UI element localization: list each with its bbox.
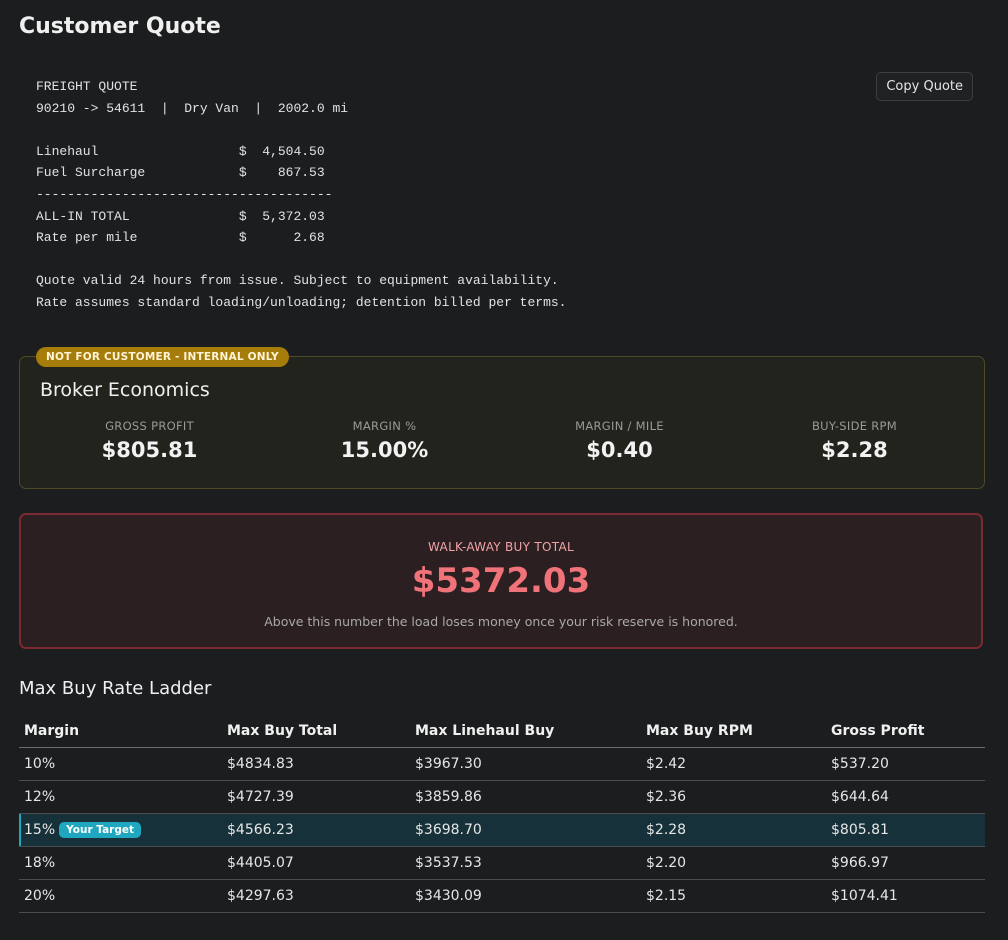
cell-max-buy-rpm: $2.42: [641, 747, 826, 781]
table-row: 10% $4834.83 $3967.30 $2.42 $537.20: [19, 747, 985, 781]
cell-max-buy-total: $4566.23: [222, 813, 410, 847]
cell-max-buy-rpm: $2.36: [641, 780, 826, 814]
metric-label: BUY-SIDE RPM: [811, 419, 898, 433]
walkaway-panel: WALK-AWAY BUY TOTAL $5372.03 Above this …: [19, 513, 983, 649]
header-max-buy-total: Max Buy Total: [222, 715, 410, 748]
metric-label: GROSS PROFIT: [105, 419, 194, 433]
cell-max-buy-total: $4834.83: [222, 747, 410, 781]
cell-max-buy-rpm: $2.28: [641, 813, 826, 847]
table-header-row: Margin Max Buy Total Max Linehaul Buy Ma…: [19, 715, 985, 748]
metric-buy-side-rpm: BUY-SIDE RPM $2.28: [737, 419, 972, 462]
metric-label: MARGIN %: [352, 419, 417, 433]
ladder-table: Margin Max Buy Total Max Linehaul Buy Ma…: [19, 715, 985, 913]
cell-max-buy-total: $4727.39: [222, 780, 410, 814]
quote-line: 90210 -> 54611 | Dry Van | 2002.0 mi: [36, 100, 349, 116]
table-row: 18% $4405.07 $3537.53 $2.20 $966.97: [19, 846, 985, 880]
walkaway-note: Above this number the load loses money o…: [264, 614, 738, 629]
cell-margin: 18%: [19, 846, 222, 880]
cell-gross-profit: $805.81: [826, 813, 985, 847]
cell-margin: 20%: [19, 879, 222, 913]
broker-economics-title: Broker Economics: [40, 379, 210, 401]
header-max-buy-rpm: Max Buy RPM: [641, 715, 826, 748]
cell-margin: 12%: [19, 780, 222, 814]
metric-value: $805.81: [101, 438, 198, 462]
walkaway-value: $5372.03: [411, 561, 591, 601]
metric-label: MARGIN / MILE: [575, 419, 664, 433]
cell-gross-profit: $966.97: [826, 846, 985, 880]
cell-max-linehaul-buy: $3537.53: [410, 846, 641, 880]
quote-line: ALL-IN TOTAL $ 5,372.03: [36, 208, 325, 224]
copy-quote-button[interactable]: Copy Quote: [876, 72, 973, 101]
cell-max-buy-total: $4297.63: [222, 879, 410, 913]
cell-max-buy-rpm: $2.20: [641, 846, 826, 880]
your-target-badge: Your Target: [59, 822, 142, 838]
broker-economics-panel: NOT FOR CUSTOMER - INTERNAL ONLY Broker …: [19, 347, 985, 489]
quote-text-panel: FREIGHT QUOTE 90210 -> 54611 | Dry Van |…: [19, 62, 985, 324]
cell-max-linehaul-buy: $3859.86: [410, 780, 641, 814]
cell-max-buy-rpm: $2.15: [641, 879, 826, 913]
metric-value: $0.40: [586, 438, 653, 462]
cell-max-linehaul-buy: $3967.30: [410, 747, 641, 781]
metric-margin-percent: MARGIN % 15.00%: [267, 419, 502, 462]
quote-line: FREIGHT QUOTE: [36, 79, 138, 94]
metric-gross-profit: GROSS PROFIT $805.81: [32, 419, 267, 462]
table-row-target: 15% Your Target $4566.23 $3698.70 $2.28 $…: [19, 813, 985, 847]
quote-line: Rate per mile $ 2.68: [36, 230, 325, 246]
quote-line: Rate assumes standard loading/unloading;…: [36, 294, 567, 310]
metrics-row: GROSS PROFIT $805.81 MARGIN % 15.00% MAR…: [20, 419, 984, 469]
header-gross-profit: Gross Profit: [826, 715, 985, 748]
metric-value: 15.00%: [340, 438, 429, 462]
cell-gross-profit: $537.20: [826, 747, 985, 781]
cell-margin-value: 15%: [24, 822, 56, 838]
table-row: 12% $4727.39 $3859.86 $2.36 $644.64: [19, 780, 985, 814]
metric-margin-per-mile: MARGIN / MILE $0.40: [502, 419, 737, 462]
quote-line: Linehaul $ 4,504.50: [36, 143, 325, 159]
quote-line: --------------------------------------: [36, 186, 333, 202]
table-row: 20% $4297.63 $3430.09 $2.15 $1074.41: [19, 879, 985, 913]
header-margin: Margin: [19, 715, 222, 748]
page-title: Customer Quote: [19, 14, 221, 39]
cell-max-linehaul-buy: $3698.70: [410, 813, 641, 847]
internal-only-badge: NOT FOR CUSTOMER - INTERNAL ONLY: [36, 347, 289, 367]
metric-value: $2.28: [821, 438, 888, 462]
cell-margin: 15% Your Target: [19, 813, 222, 847]
cell-max-buy-total: $4405.07: [222, 846, 410, 880]
quote-line: Quote valid 24 hours from issue. Subject…: [36, 273, 559, 289]
ladder-title: Max Buy Rate Ladder: [19, 678, 212, 699]
cell-margin: 10%: [19, 747, 222, 781]
cell-max-linehaul-buy: $3430.09: [410, 879, 641, 913]
quote-text: FREIGHT QUOTE 90210 -> 54611 | Dry Van |…: [36, 76, 567, 314]
walkaway-label: WALK-AWAY BUY TOTAL: [428, 540, 574, 554]
quote-line: Fuel Surcharge $ 867.53: [36, 165, 325, 181]
cell-gross-profit: $1074.41: [826, 879, 985, 913]
header-max-linehaul-buy: Max Linehaul Buy: [410, 715, 641, 748]
cell-gross-profit: $644.64: [826, 780, 985, 814]
